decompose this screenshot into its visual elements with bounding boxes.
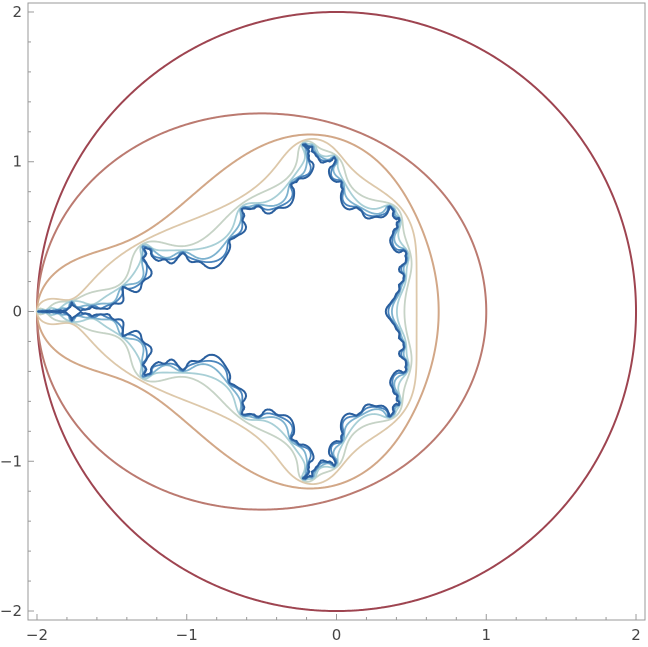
y-tick-label: 1 — [12, 153, 22, 171]
x-tick-label: 2 — [631, 626, 641, 644]
lemniscate-curve-1 — [35, 10, 638, 613]
x-tick-label: 0 — [332, 626, 342, 644]
lemniscate-curve-2 — [35, 112, 488, 511]
plot-frame — [27, 2, 646, 621]
y-tick-label: 0 — [12, 303, 22, 321]
x-tick-label: −1 — [176, 626, 198, 644]
lemniscate-curve-4 — [36, 138, 418, 485]
lemniscate-curve-3 — [35, 133, 440, 490]
curves-layer — [35, 10, 638, 613]
y-tick-label: −1 — [0, 452, 22, 470]
x-tick-label: 1 — [481, 626, 491, 644]
y-tick-label: 2 — [12, 3, 22, 21]
axes-layer: −2 −1 0 1 2 2 1 0 −1 −2 — [0, 3, 641, 644]
lemniscate-curve-6 — [37, 142, 410, 481]
lemniscate-curve-5 — [35, 140, 413, 483]
lemniscate-curve-9 — [37, 143, 408, 480]
y-tick-label: −2 — [0, 602, 22, 620]
x-tick-label: −2 — [26, 626, 48, 644]
